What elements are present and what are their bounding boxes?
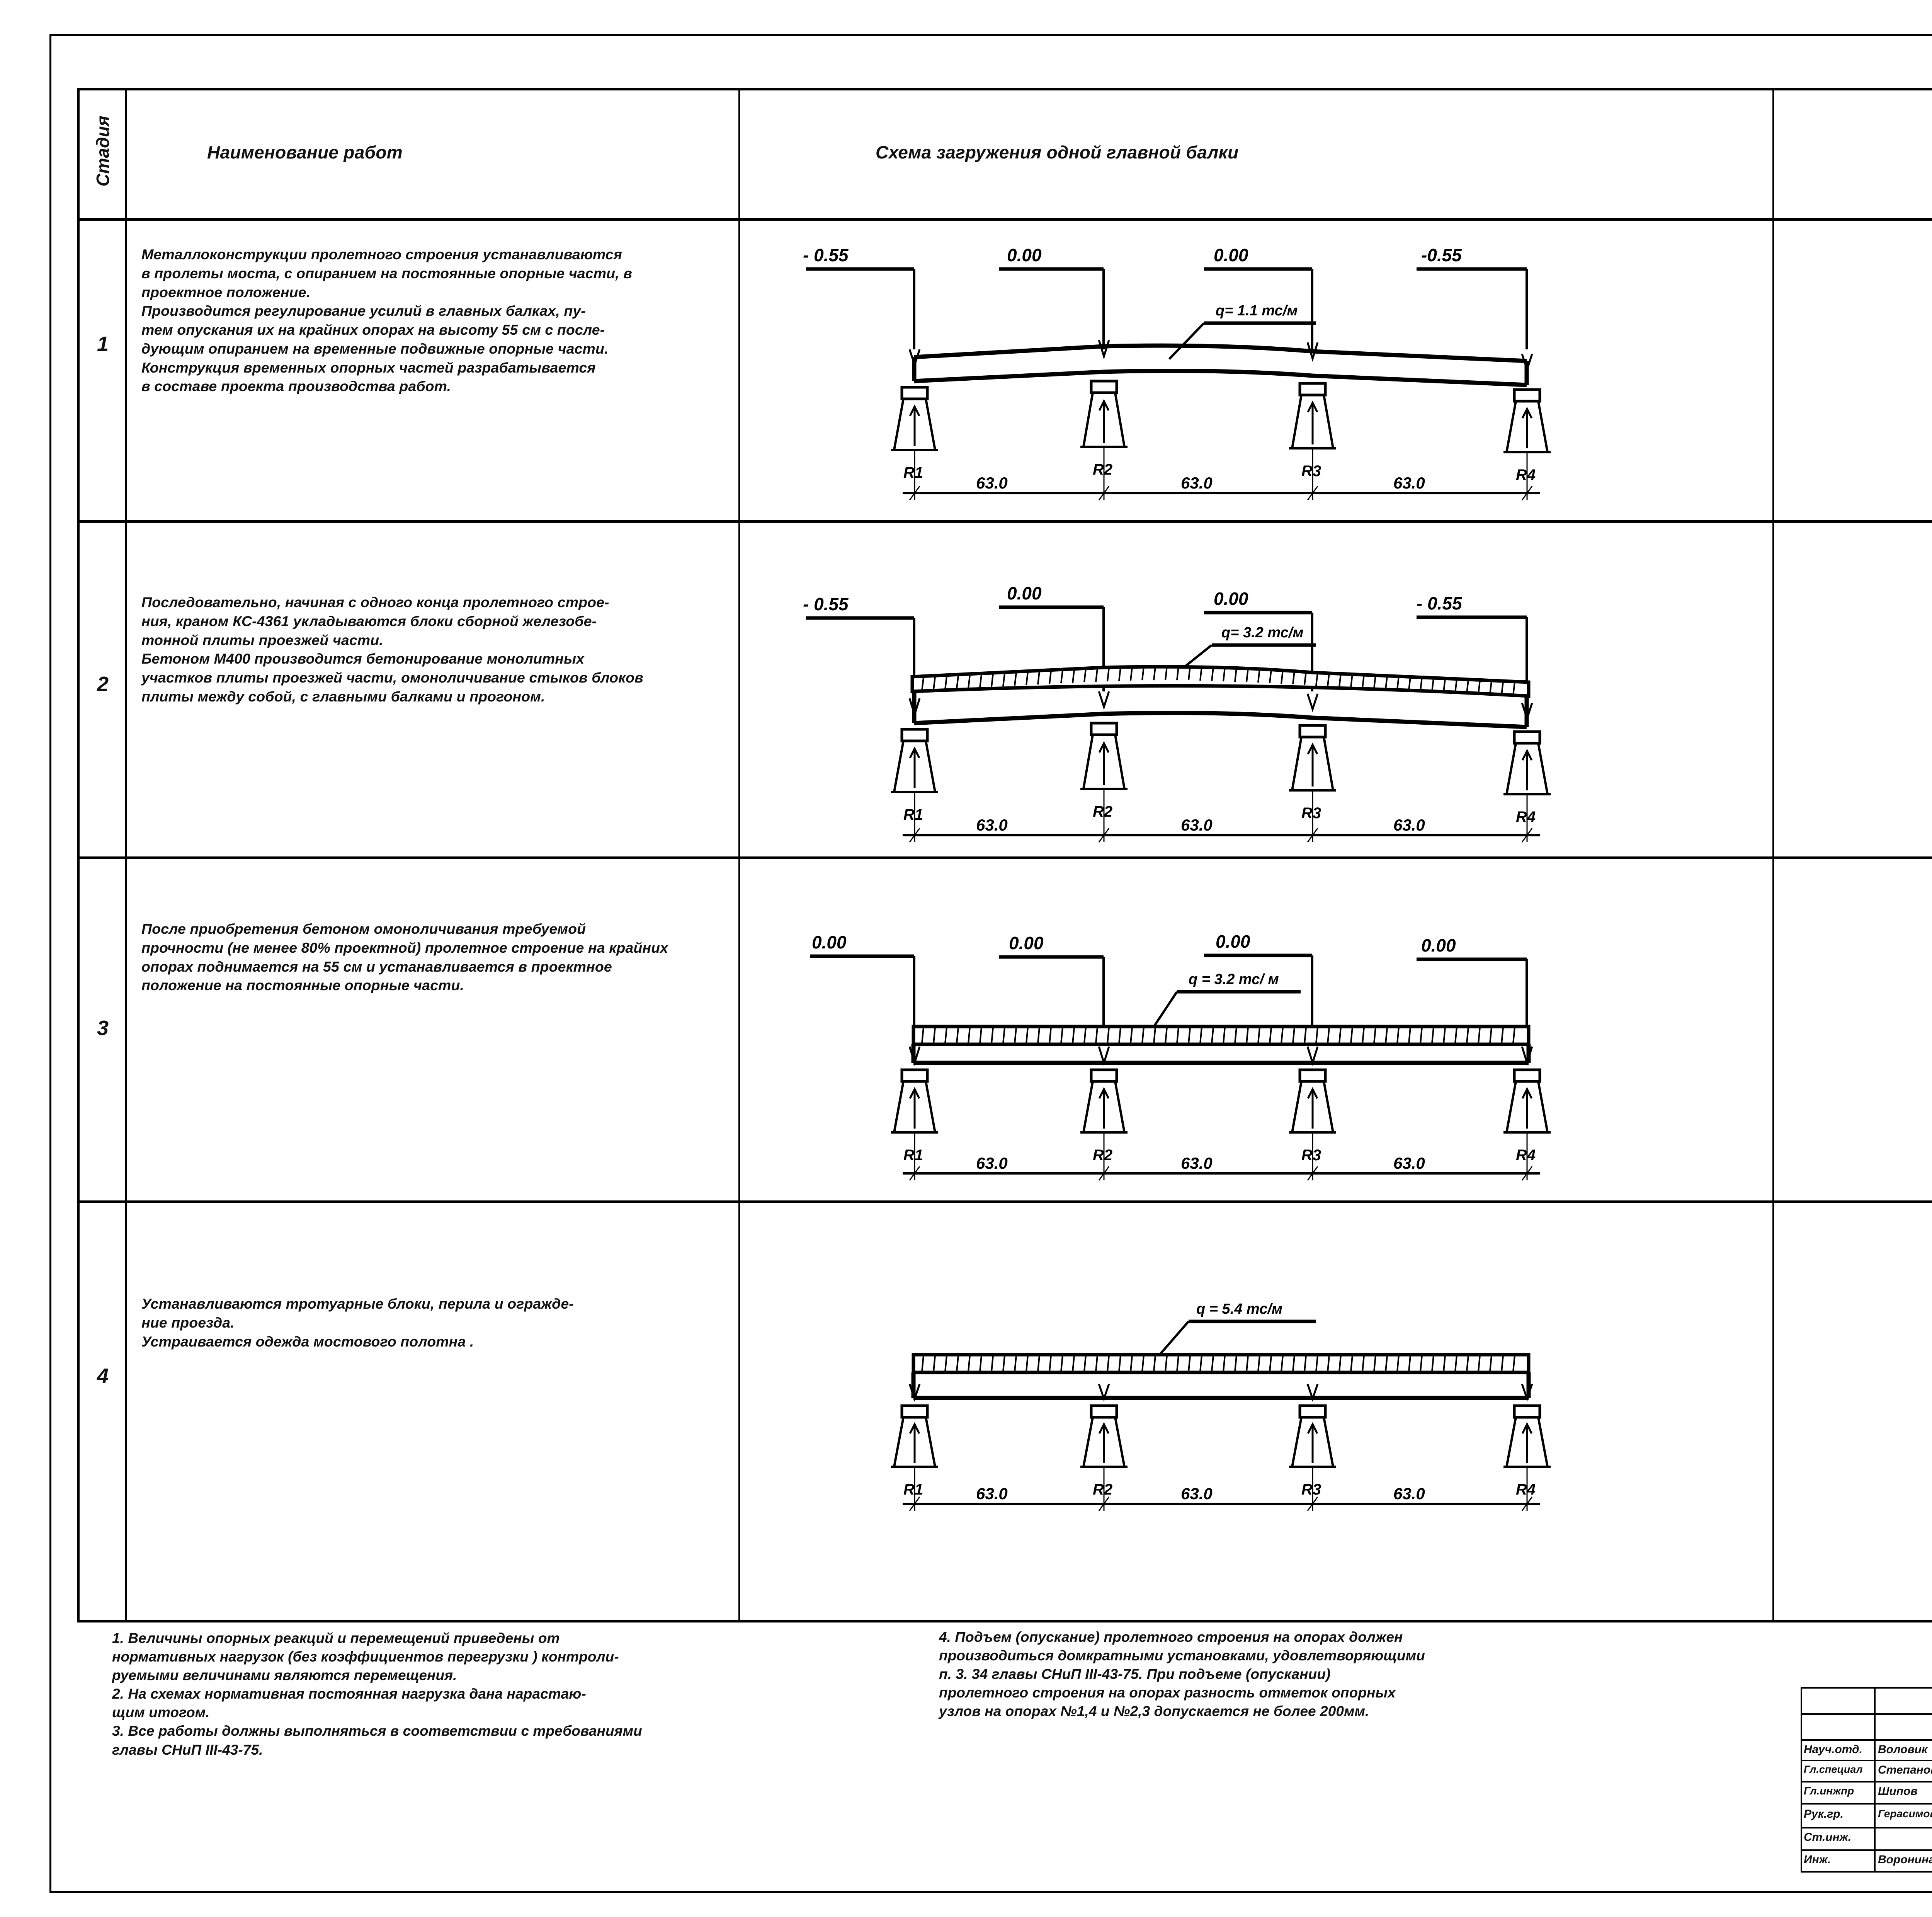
q-label: q = 3.2 тс/ м (1189, 971, 1279, 987)
elevation-label: - 0.55 (803, 245, 849, 265)
support-label: R2 (1093, 1147, 1112, 1164)
support-label: R2 (1093, 461, 1112, 478)
role-label: Рук.гр. (1804, 1808, 1844, 1820)
elevation-label: - 0.55 (1417, 593, 1463, 613)
role-label: Науч.отд. (1804, 1743, 1862, 1756)
role-name: Герасимова (1878, 1808, 1932, 1820)
elevation-label: 0.00 (1009, 933, 1044, 953)
beam-diagram: q = 5.4 тс/м R1 R2 R3 R4 63.0 63.0 63.0 (760, 1244, 1764, 1517)
header-works: Наименование работ (207, 142, 403, 162)
stage-table: Стадия Наименование работ Схема загружен… (77, 88, 1932, 1622)
support-label: R3 (1301, 1481, 1321, 1498)
stage-work-text: После приобретения бетоном омоноличивани… (141, 921, 668, 994)
beam-diagram: - 0.55 0.00 0.00 - 0.55 q= 3.2 тс/м R1 R… (760, 575, 1764, 848)
col-rule-works (738, 90, 740, 1620)
role-label: Ст.инж. (1804, 1831, 1852, 1844)
title-block: Науч.отд. Гл.специал Гл.инжпр Рук.гр. Ст… (1801, 1679, 1932, 1880)
sig-row-rule-0 (1801, 1713, 1932, 1715)
support-label: R3 (1301, 1147, 1321, 1164)
span-label: 63.0 (1393, 474, 1425, 492)
elevation-label: 0.00 (1007, 245, 1042, 265)
col-rule-stage (125, 90, 127, 1620)
role-name: Шипов (1878, 1785, 1918, 1798)
elevation-label: -0.55 (1421, 245, 1462, 265)
header-stage: Стадия (93, 116, 113, 187)
row-rule-3 (80, 1200, 1932, 1203)
role-label: Гл.специал (1804, 1764, 1863, 1775)
stage-work-text: Металлоконструкции пролетного строения у… (141, 246, 632, 395)
notes-left: 1. Величины опорных реакций и перемещени… (112, 1630, 642, 1758)
span-label: 63.0 (976, 1154, 1008, 1172)
span-label: 63.0 (1181, 1485, 1213, 1503)
elevation-label: - 0.55 (803, 594, 849, 614)
sig-row-rule-3 (1801, 1781, 1932, 1783)
sig-row-rule-6 (1801, 1849, 1932, 1851)
sig-row-rule-2 (1801, 1760, 1932, 1761)
beam-diagram: - 0.55 0.00 0.00 -0.55 q= 1.1 тс/м R1 R2… (760, 233, 1764, 506)
span-label: 63.0 (1181, 816, 1213, 834)
sig-col-rule-1 (1874, 1687, 1876, 1873)
support-label: R1 (903, 806, 923, 823)
support-label: R4 (1516, 1481, 1536, 1498)
support-label: R1 (903, 464, 923, 481)
sig-row-rule-1 (1801, 1739, 1932, 1741)
support-label: R1 (903, 1147, 923, 1164)
sig-row-rule-5 (1801, 1827, 1932, 1828)
stage-number: 3 (97, 1016, 109, 1040)
col-rule-scheme (1772, 90, 1774, 1620)
stage-work-text: Последовательно, начиная с одного конца … (141, 594, 643, 705)
span-label: 63.0 (976, 474, 1008, 492)
elevation-label: 0.00 (1421, 935, 1456, 955)
role-label: Инж. (1804, 1853, 1831, 1866)
role-name: Воловик (1878, 1743, 1928, 1756)
support-label: R4 (1516, 1147, 1536, 1164)
row-rule-1 (80, 520, 1932, 523)
span-label: 63.0 (1393, 1154, 1425, 1172)
span-label: 63.0 (1181, 474, 1213, 492)
support-label: R2 (1093, 803, 1112, 820)
stage-number: 1 (97, 332, 109, 356)
drawing-frame (49, 34, 1932, 1893)
q-label: q= 1.1 тс/м (1216, 303, 1298, 319)
support-label: R3 (1301, 463, 1321, 480)
span-label: 63.0 (1393, 1485, 1425, 1503)
support-label: R4 (1516, 466, 1536, 484)
role-name: Степанов (1878, 1764, 1932, 1776)
role-name: Воронина (1878, 1853, 1932, 1866)
signature-grid (1801, 1687, 1932, 1873)
role-label: Гл.инжпр (1804, 1785, 1854, 1797)
q-label: q= 3.2 тс/м (1221, 625, 1303, 641)
support-label: R3 (1301, 805, 1321, 822)
header-bottom-rule (80, 218, 1932, 221)
span-label: 63.0 (976, 816, 1008, 834)
stage-work-text: Устанавливаются тротуарные блоки, перила… (141, 1296, 574, 1350)
support-label: R2 (1093, 1481, 1112, 1498)
row-rule-2 (80, 856, 1932, 859)
span-label: 63.0 (976, 1485, 1008, 1503)
q-label: q = 5.4 тс/м (1196, 1301, 1282, 1317)
sig-row-rule-4 (1801, 1803, 1932, 1805)
stage-number: 2 (97, 672, 109, 696)
header-scheme: Схема загружения одной главной балки (876, 142, 1239, 162)
support-label: R4 (1516, 809, 1536, 826)
elevation-label: 0.00 (1214, 589, 1248, 609)
span-label: 63.0 (1181, 1154, 1213, 1172)
beam-diagram: 0.00 0.00 0.00 0.00 q = 3.2 тс/ м R1 R2 … (760, 914, 1764, 1186)
elevation-label: 0.00 (812, 932, 847, 952)
notes-right: 4. Подъем (опускание) пролетного строени… (939, 1629, 1425, 1720)
elevation-label: 0.00 (1007, 583, 1042, 603)
span-label: 63.0 (1393, 816, 1425, 834)
stage-number: 4 (97, 1364, 109, 1388)
elevation-label: 0.00 (1216, 931, 1250, 952)
elevation-label: 0.00 (1214, 245, 1248, 265)
support-label: R1 (903, 1481, 923, 1498)
